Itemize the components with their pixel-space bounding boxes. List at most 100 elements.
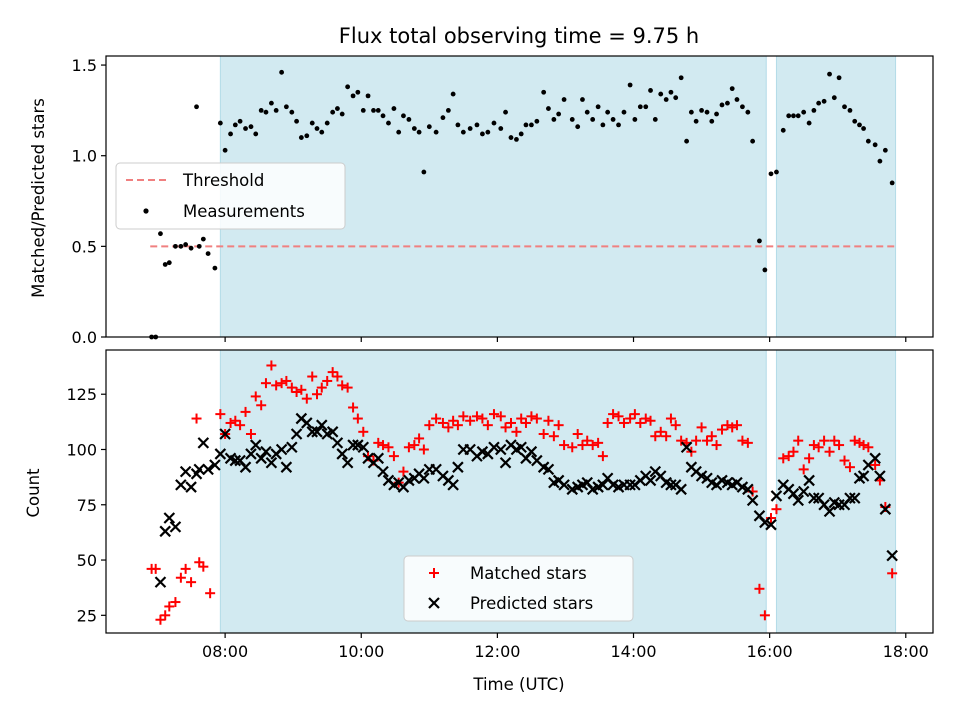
matched-star-point [804, 453, 815, 464]
measurement-point [386, 120, 391, 126]
matched-star-point [198, 561, 209, 572]
measurement-point [842, 104, 847, 110]
predicted-star-point [879, 503, 892, 515]
measurement-point [396, 129, 402, 135]
measurement-point [652, 117, 658, 122]
measurement-point [865, 138, 871, 144]
matched-star-point [813, 442, 824, 453]
matched-star-point [465, 415, 476, 426]
predicted-star-point [787, 487, 800, 500]
bottom-y-tick-label: 25 [77, 606, 97, 625]
predicted-star-point [163, 512, 176, 524]
predicted-star-point [331, 437, 344, 449]
measurement-point [335, 106, 340, 111]
matched-star-point [711, 440, 722, 451]
measurement-point [541, 89, 547, 95]
measurement-point [523, 122, 529, 128]
predicted-star-point [558, 479, 570, 491]
predicted-star-point [874, 470, 886, 482]
matched-star-point [742, 437, 753, 448]
measurement-point [460, 129, 466, 135]
predicted-star-point [797, 485, 810, 498]
matched-star-point [670, 420, 681, 431]
predicted-star-point [341, 456, 354, 469]
measurement-point [253, 131, 259, 137]
matched-star-point [378, 440, 389, 451]
legend-predicted-swatch [428, 597, 440, 609]
matched-star-point [511, 426, 522, 437]
measurement-point [319, 129, 325, 135]
measurement-point [719, 102, 725, 108]
matched-star-point [844, 462, 855, 473]
matched-star-point [191, 413, 202, 424]
predicted-star-point [675, 483, 687, 496]
bottom-x-tick-label: 10:00 [338, 642, 384, 661]
matched-star-point [783, 451, 794, 462]
measurement-point [391, 106, 397, 111]
matched-star-point [250, 391, 261, 402]
matched-star-point [548, 431, 559, 442]
matched-star-point [388, 451, 399, 462]
matched-star-point [452, 420, 463, 431]
bottom-legend-box [403, 555, 634, 622]
measurement-point [503, 109, 508, 115]
measurement-point [200, 236, 206, 242]
predicted-star-point [886, 549, 898, 562]
matched-star-point [342, 382, 353, 393]
measurement-point [222, 147, 228, 153]
measurement-point [882, 147, 888, 153]
predicted-star-point [185, 481, 197, 493]
measurement-point [861, 126, 866, 131]
matched-star-point [352, 413, 363, 424]
predicted-star-point [377, 465, 389, 478]
top-y-tick-label: 0.5 [72, 237, 97, 256]
predicted-star-point [249, 439, 262, 451]
matched-star-point [312, 389, 323, 400]
measurement-point [621, 109, 627, 115]
predicted-star-point [823, 505, 836, 518]
matched-star-point [266, 360, 277, 371]
bottom-x-tick-label: 18:00 [883, 642, 929, 661]
measurement-point [217, 120, 223, 126]
predicted-star-point [746, 494, 759, 507]
matched-star-point [332, 371, 343, 382]
measurement-point [196, 243, 202, 249]
matched-star-point [824, 446, 835, 457]
measurement-point [279, 69, 285, 75]
matched-star-point [175, 572, 186, 583]
predicted-star-point [239, 461, 252, 473]
predicted-star-point [644, 474, 657, 487]
measurement-point [508, 135, 514, 140]
measurement-point [433, 129, 439, 135]
legend-matched-label: Matched stars [470, 564, 587, 583]
predicted-star-point [357, 441, 370, 454]
matched-star-point [296, 384, 307, 395]
matched-star-point [754, 583, 765, 594]
measurement-point [877, 158, 883, 164]
measurement-point [212, 265, 218, 271]
matched-star-point [819, 435, 830, 446]
predicted-star-point [229, 454, 242, 467]
matched-star-point [316, 382, 327, 393]
matched-star-point [788, 446, 799, 457]
predicted-star-point [306, 426, 319, 438]
predicted-star-point [326, 426, 339, 438]
predicted-star-point [452, 461, 464, 473]
predicted-star-point [742, 483, 754, 496]
matched-star-point [691, 435, 702, 446]
predicted-star-point [175, 479, 187, 491]
measurement-point [263, 109, 269, 115]
matched-star-point [520, 417, 531, 428]
matched-star-point [613, 411, 624, 422]
predicted-star-point [265, 456, 278, 469]
measurement-point [485, 129, 491, 135]
measurement-point [693, 118, 699, 124]
predicted-star-point [525, 445, 538, 458]
matched-star-point [863, 442, 874, 453]
measurement-point [173, 243, 178, 249]
matched-star-point [414, 433, 425, 444]
matched-star-point [829, 435, 840, 446]
count-panel: 25 50 75 100 125 08:00 10:00 12:00 14:00 16:00 18:… [66, 349, 934, 661]
matched-star-point [205, 588, 216, 599]
